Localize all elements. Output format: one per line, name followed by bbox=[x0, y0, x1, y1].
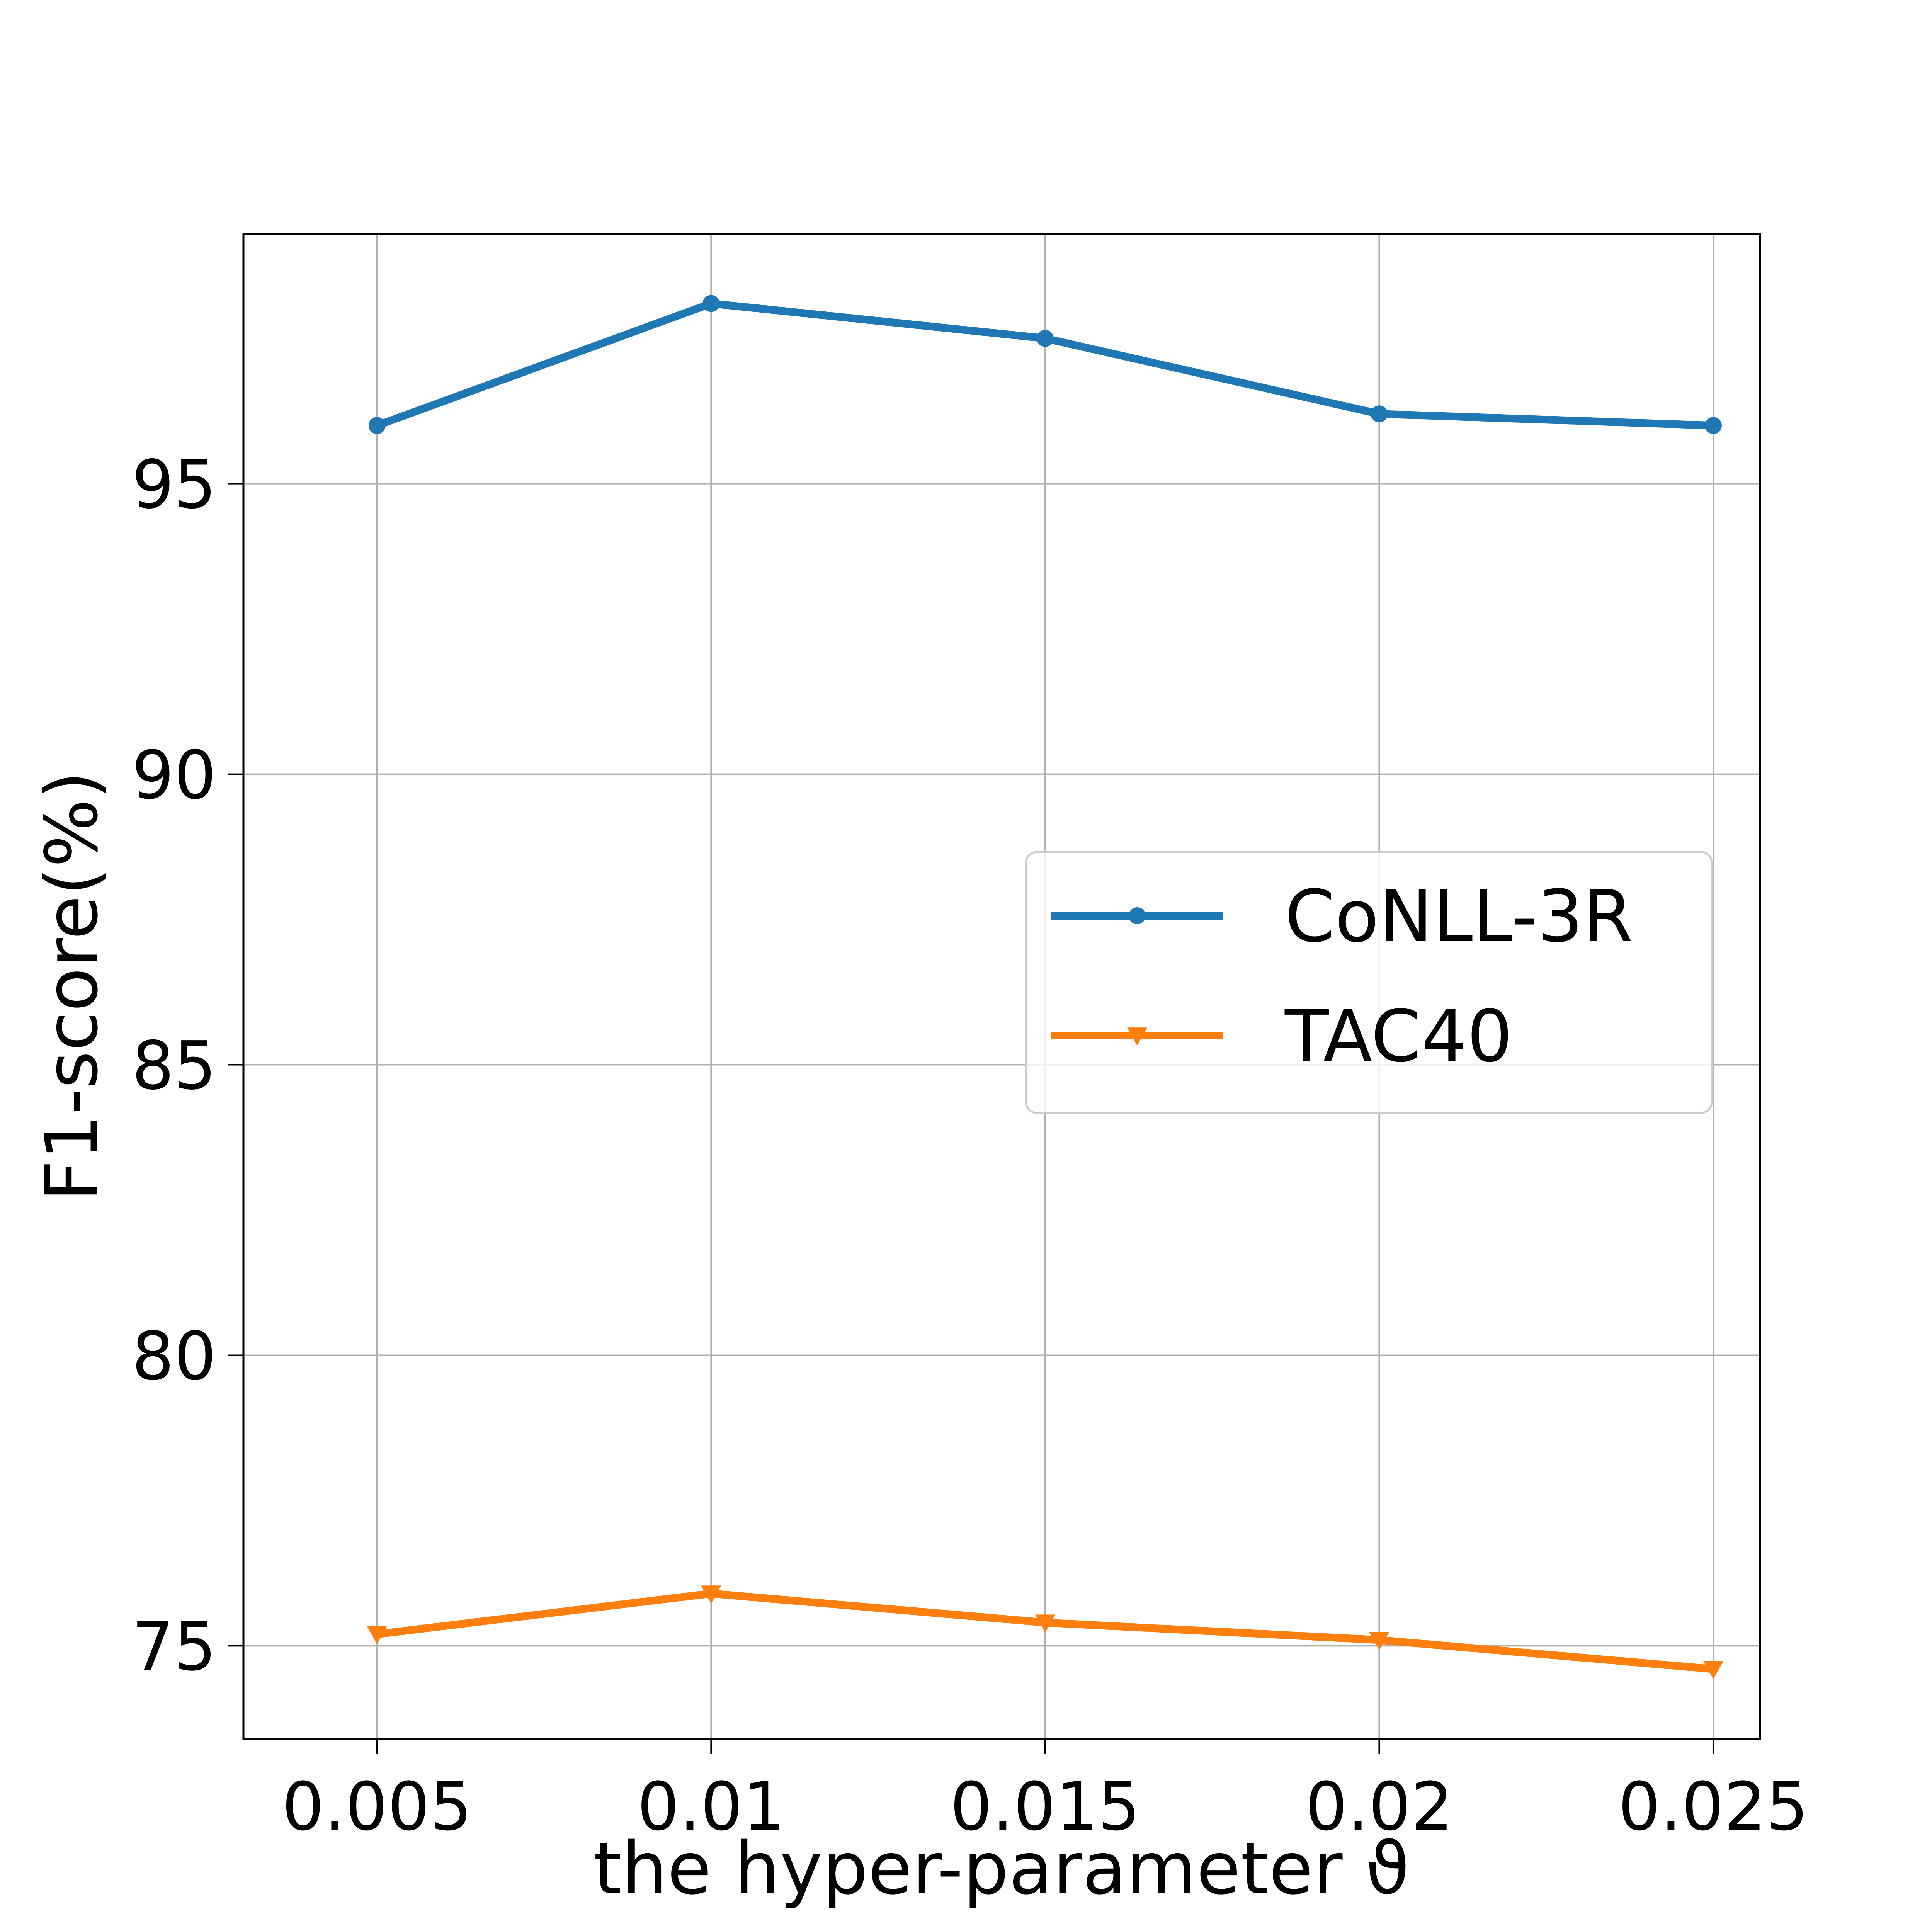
data-point bbox=[702, 295, 720, 312]
y-tick-label: 90 bbox=[132, 736, 216, 814]
x-axis-label: the hyper-parameter ϑ bbox=[594, 1827, 1410, 1910]
legend-entry-label: CoNLL-3R bbox=[1285, 874, 1633, 958]
tick-labels: 0.005 0.01 0.015 0.02 0.025 75 80 85 90 95 bbox=[132, 446, 1808, 1845]
series-conll-3r bbox=[368, 295, 1722, 434]
x-tick-label: 0.01 bbox=[637, 1768, 785, 1845]
x-tick-label: 0.025 bbox=[1618, 1768, 1808, 1845]
y-tick-label: 95 bbox=[132, 446, 216, 524]
legend-swatch-marker bbox=[1127, 1027, 1147, 1046]
data-point bbox=[368, 417, 386, 434]
legend-entry-label: TAC40 bbox=[1284, 994, 1513, 1078]
y-axis-label: F1-score(%) bbox=[30, 771, 114, 1201]
legend: CoNLL-3R TAC40 bbox=[1025, 851, 1713, 1114]
series-layer bbox=[367, 295, 1723, 1679]
y-tick-label: 80 bbox=[132, 1317, 216, 1395]
data-point bbox=[701, 1585, 721, 1604]
data-point bbox=[1036, 330, 1054, 347]
x-tick-label: 0.005 bbox=[282, 1768, 472, 1845]
data-point bbox=[1035, 1614, 1055, 1633]
legend-swatch-marker bbox=[1129, 907, 1146, 924]
data-point bbox=[1371, 405, 1388, 423]
x-tick-label: 0.02 bbox=[1305, 1768, 1453, 1845]
data-point bbox=[1703, 1661, 1723, 1679]
data-point bbox=[1704, 417, 1722, 434]
series-tac40 bbox=[367, 1585, 1723, 1679]
y-tick-label: 85 bbox=[132, 1027, 216, 1105]
plot-frame bbox=[242, 233, 1761, 1740]
x-tick-label: 0.015 bbox=[950, 1768, 1140, 1845]
data-point bbox=[367, 1626, 387, 1645]
y-tick-label: 75 bbox=[132, 1608, 216, 1685]
data-point bbox=[1369, 1632, 1389, 1650]
